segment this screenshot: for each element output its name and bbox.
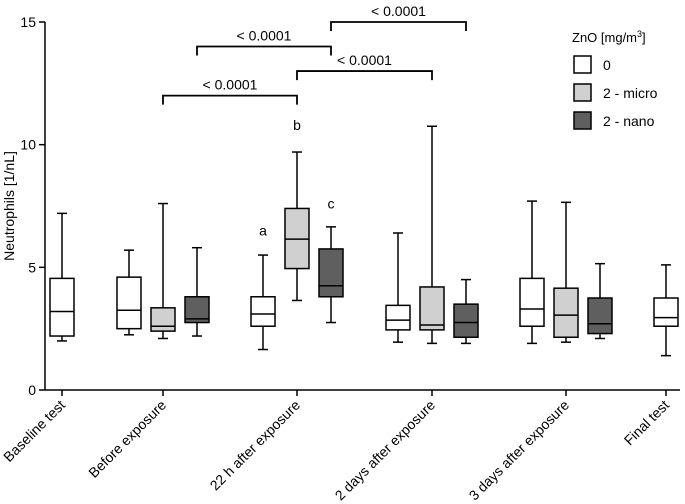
box-iqr: [116, 276, 142, 330]
box-plot-1-2micro: [150, 202, 176, 340]
annotation-c: c: [328, 195, 335, 211]
y-tick-label: 15: [20, 14, 36, 30]
box-iqr: [587, 297, 613, 335]
box-plot-4-0: [519, 200, 545, 345]
box-iqr: [553, 287, 579, 339]
legend-swatch: [573, 55, 592, 74]
box-plot-2-0: [250, 254, 276, 351]
box-iqr: [419, 286, 445, 331]
significance-bracket: < 0.0001: [330, 3, 467, 31]
bracket-line: [196, 45, 332, 56]
box-iqr: [318, 248, 344, 298]
x-category-label: Final test: [621, 397, 673, 449]
box-iqr: [453, 303, 479, 339]
box-iqr: [250, 296, 276, 327]
box-plot-2-2micro: [284, 151, 310, 302]
y-axis-title: Neutrophils [1/nL]: [1, 151, 17, 261]
x-category-label: Before exposure: [85, 397, 169, 481]
box-plot-5-0: [653, 264, 679, 357]
legend-entry-label: 0: [603, 57, 611, 73]
p-value-label: < 0.0001: [237, 28, 292, 44]
legend-swatch: [573, 83, 592, 102]
box-plot-1-2nano: [184, 246, 210, 337]
legend-swatch: [573, 111, 592, 130]
significance-bracket: < 0.0001: [196, 28, 332, 56]
p-value-label: < 0.0001: [371, 3, 426, 19]
box-iqr: [385, 304, 411, 331]
x-category-label: 2 days after exposure: [332, 397, 439, 504]
annotation-b: b: [293, 117, 301, 133]
significance-bracket: < 0.0001: [296, 52, 433, 81]
box-plot-4-2micro: [553, 201, 579, 343]
y-tick-label: 10: [20, 137, 36, 153]
legend-title: ZnO [mg/m3]: [572, 29, 646, 45]
box-plot-1-0: [116, 249, 142, 336]
y-tick-label: 5: [28, 259, 36, 275]
legend-entry-label: 2 - micro: [603, 85, 658, 101]
box-plot-3-2nano: [453, 278, 479, 345]
box-iqr: [49, 277, 75, 337]
x-category-label: 22 h after exposure: [207, 397, 304, 494]
significance-brackets: < 0.0001 < 0.0001 < 0.0001 < 0.0001: [162, 3, 467, 105]
p-value-label: < 0.0001: [337, 52, 392, 68]
annotation-a: a: [259, 222, 267, 238]
box-plot-3-0: [385, 232, 411, 343]
bracket-line: [296, 70, 433, 81]
box-plot-0-0: [49, 212, 75, 342]
significance-bracket: < 0.0001: [162, 77, 298, 105]
x-category-label: Baseline test: [0, 397, 68, 465]
y-tick-label: 0: [28, 382, 36, 398]
box-iqr: [653, 297, 679, 327]
bracket-line: [162, 94, 298, 105]
box-plot-3-2micro: [419, 125, 445, 345]
x-category-label: 3 days after exposure: [466, 397, 573, 504]
legend-entry-label: 2 - nano: [603, 113, 655, 129]
box-plot-2-2nano: [318, 226, 344, 324]
p-value-label: < 0.0001: [203, 77, 258, 93]
bracket-line: [330, 21, 467, 31]
legend: ZnO [mg/m3] 0 2 - micro 2 - nano: [572, 29, 658, 130]
box-plot-4-2nano: [587, 262, 613, 340]
box-iqr: [150, 307, 176, 332]
box-series: a b c: [49, 117, 679, 357]
box-iqr: [519, 277, 545, 327]
